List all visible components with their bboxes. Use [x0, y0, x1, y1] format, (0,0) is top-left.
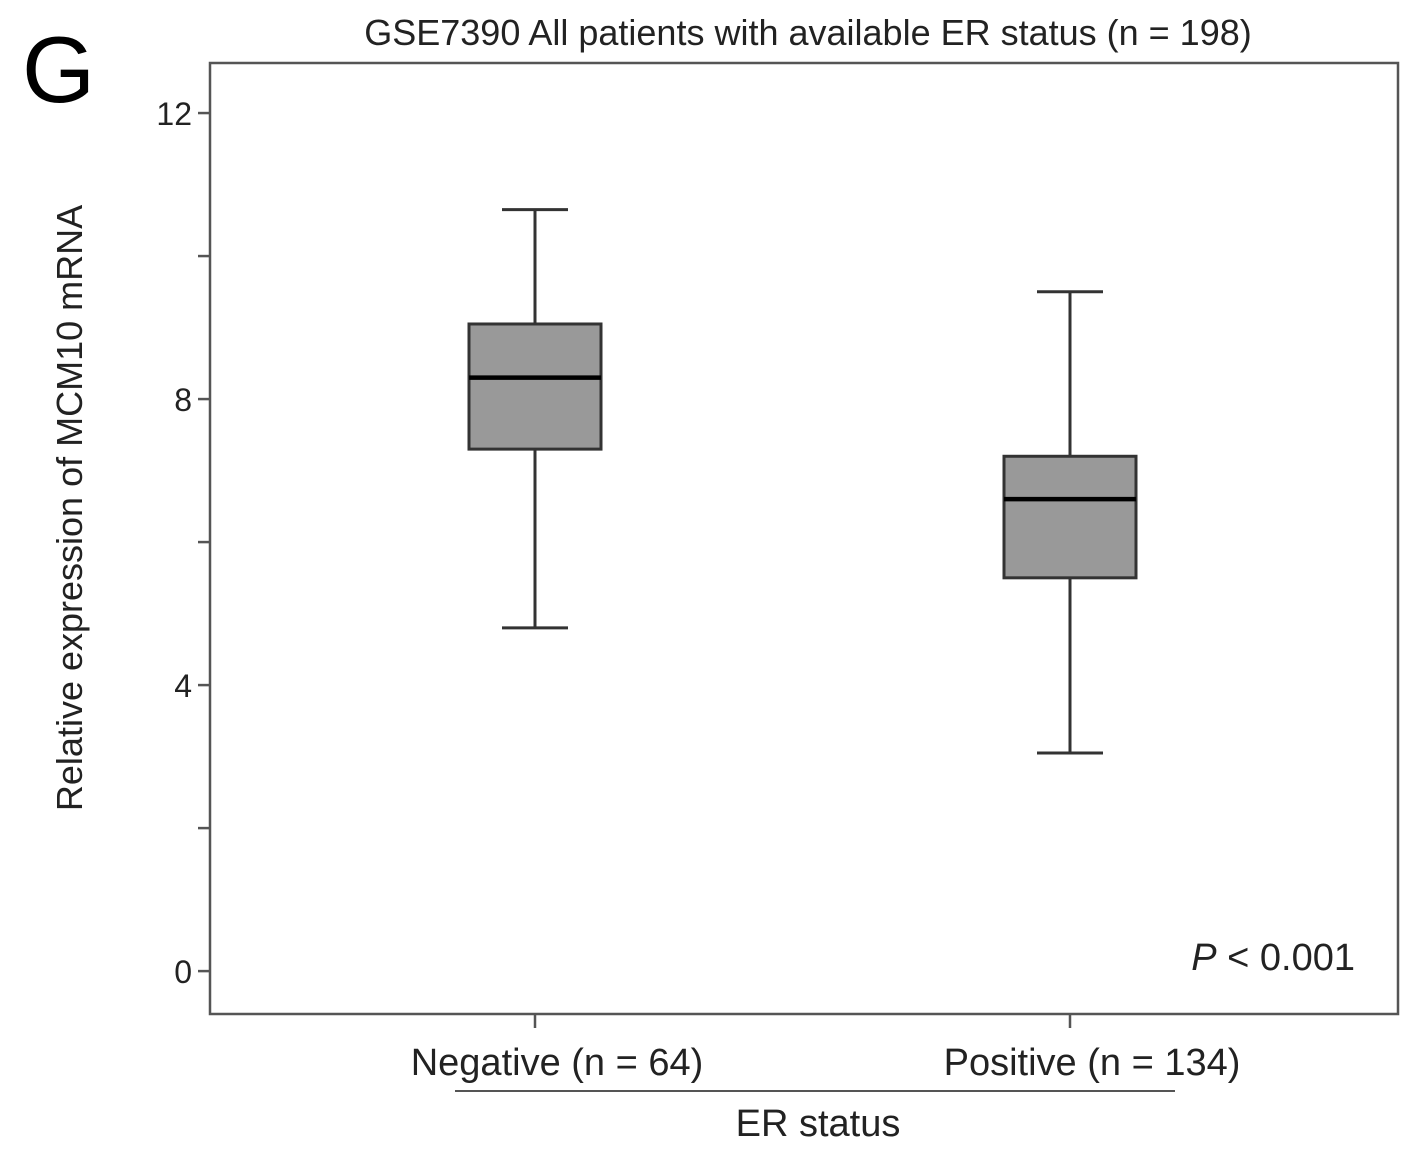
- p-value-italic: P: [1191, 937, 1217, 979]
- y-tick-label: 8: [174, 382, 192, 418]
- y-tick-label: 12: [156, 96, 192, 132]
- x-axis-label: ER status: [736, 1103, 901, 1145]
- y-axis-label: Relative expression of MCM10 mRNA: [49, 205, 90, 811]
- x-axis-ticks: Negative (n = 64) Positive (n = 134): [411, 1014, 1241, 1084]
- iqr-box: [1002, 454, 1138, 580]
- y-axis-ticks: 0 4 8 12: [156, 96, 210, 990]
- y-tick-label: 0: [174, 954, 192, 990]
- panel-label: G: [22, 17, 95, 122]
- plot-frame: [208, 61, 1400, 1016]
- box-group: [1002, 290, 1138, 755]
- x-tick-label: Negative (n = 64): [411, 1042, 704, 1084]
- boxes: [467, 208, 1138, 755]
- y-tick-label: 4: [174, 668, 192, 704]
- p-value-text: < 0.001: [1217, 937, 1355, 979]
- chart-title: GSE7390 All patients with available ER s…: [364, 12, 1252, 53]
- iqr-box: [467, 322, 603, 451]
- x-tick-label: Positive (n = 134): [944, 1042, 1241, 1084]
- p-value-annotation: P < 0.001: [1191, 937, 1355, 979]
- box-group: [467, 208, 603, 630]
